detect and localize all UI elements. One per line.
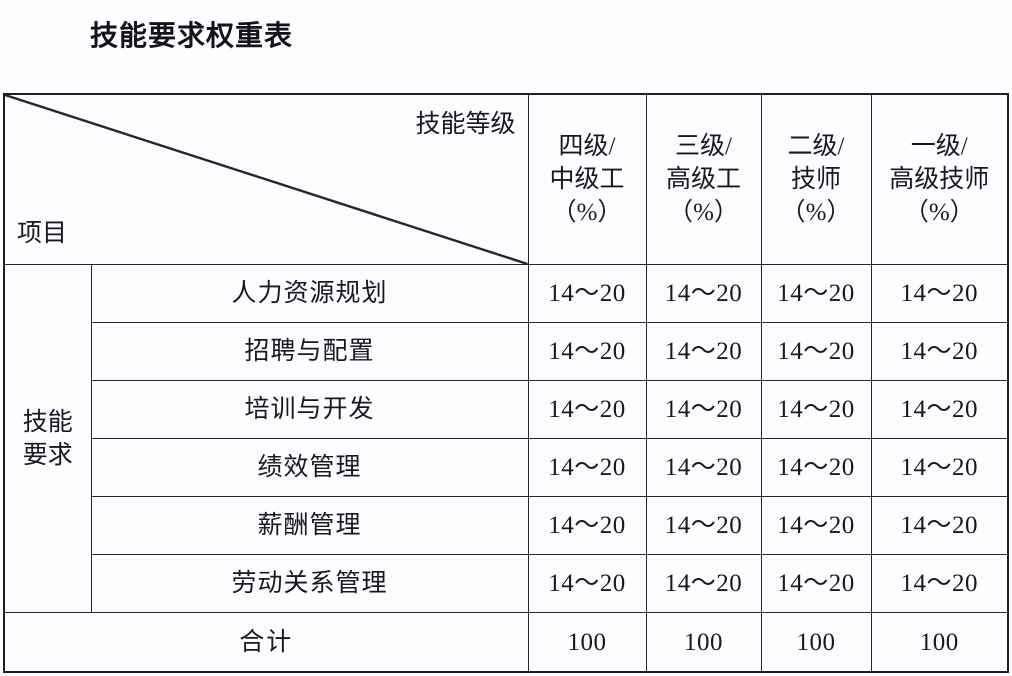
value-cell: 14～20 [527,322,647,381]
group-label-line2: 要求 [22,441,73,469]
total-label: 合计 [3,612,529,673]
diagonal-divider-icon [5,95,528,264]
value-cell: 14～20 [645,438,762,497]
level-header-4-line1: 四级/ [558,133,616,160]
corner-header-cell: 技能等级 项目 [3,93,529,265]
value-cell: 14～20 [870,322,1009,381]
item-name: 薪酬管理 [90,496,529,555]
item-name: 培训与开发 [90,380,529,439]
item-name: 劳动关系管理 [90,554,529,613]
value-cell: 14～20 [760,322,872,381]
table-row: 绩效管理 14～20 14～20 14～20 14～20 [4,438,1009,497]
level-header-2-line3: （%） [780,199,852,226]
item-name: 人力资源规划 [90,264,529,323]
value-cell: 14～20 [870,380,1009,439]
level-header-1: 一级/ 高级技师 （%） [870,93,1009,265]
level-header-1-line3: （%） [903,199,975,226]
item-name: 招聘与配置 [90,322,529,381]
value-cell: 14～20 [645,322,762,381]
value-cell: 14～20 [527,496,647,555]
level-header-3-line1: 三级/ [675,133,732,160]
level-header-4: 四级/ 中级工 （%） [527,93,647,265]
value-cell: 14～20 [760,380,872,439]
total-value-cell: 100 [527,612,647,673]
corner-row-axis-label: 项目 [17,220,68,247]
item-name: 绩效管理 [90,438,529,497]
value-cell: 14～20 [760,438,872,497]
level-header-3-line3: （%） [668,199,739,226]
value-cell: 14～20 [870,554,1009,613]
level-header-2-line1: 二级/ [787,133,845,160]
table-row: 技能 要求 人力资源规划 14～20 14～20 14～20 14～20 [3,264,1009,613]
page-title: 技能要求权重表 [90,20,294,51]
value-cell: 14～20 [760,264,872,323]
table-total-row: 合计 100 100 100 100 [3,612,1009,673]
value-cell: 14～20 [527,554,647,613]
level-header-1-line2: 高级技师 [889,166,990,193]
level-header-3: 三级/ 高级工 （%） [645,93,762,265]
value-cell: 14～20 [870,264,1009,323]
skill-weight-table: 技能等级 项目 四级/ 中级工 （%） 三级/ 高级工 （%） 二级/ 技师 [3,93,1009,673]
table-row: 培训与开发 14～20 14～20 14～20 14～20 [4,380,1009,439]
level-header-2: 二级/ 技师 （%） [760,93,872,265]
value-cell: 14～20 [870,438,1009,497]
group-label-skill-requirement: 技能 要求 [3,264,92,613]
total-value-cell: 100 [645,612,762,673]
level-header-3-line2: 高级工 [665,166,741,193]
table-row: 招聘与配置 14～20 14～20 14～20 14～20 [4,322,1009,381]
level-header-2-line2: 技师 [790,166,841,193]
table-row: 薪酬管理 14～20 14～20 14～20 14～20 [4,496,1009,555]
value-cell: 14～20 [645,264,762,323]
value-cell: 14～20 [645,496,762,555]
value-cell: 14～20 [527,380,647,439]
table-row: 劳动关系管理 14～20 14～20 14～20 14～20 [4,554,1009,613]
value-cell: 14～20 [760,496,872,555]
total-value-cell: 100 [870,612,1009,673]
corner-column-axis-label: 技能等级 [415,111,516,138]
group-label-line1: 技能 [22,408,73,436]
value-cell: 14～20 [870,496,1009,555]
level-header-4-line2: 中级工 [549,166,625,193]
value-cell: 14～20 [527,264,647,323]
value-cell: 14～20 [760,554,872,613]
total-value-cell: 100 [760,612,872,673]
value-cell: 14～20 [645,380,762,439]
level-header-1-line1: 一级/ [910,133,968,160]
level-header-4-line3: （%） [551,199,623,226]
table-header-row: 技能等级 项目 四级/ 中级工 （%） 三级/ 高级工 （%） 二级/ 技师 [3,93,1009,265]
value-cell: 14～20 [527,438,647,497]
value-cell: 14～20 [645,554,762,613]
